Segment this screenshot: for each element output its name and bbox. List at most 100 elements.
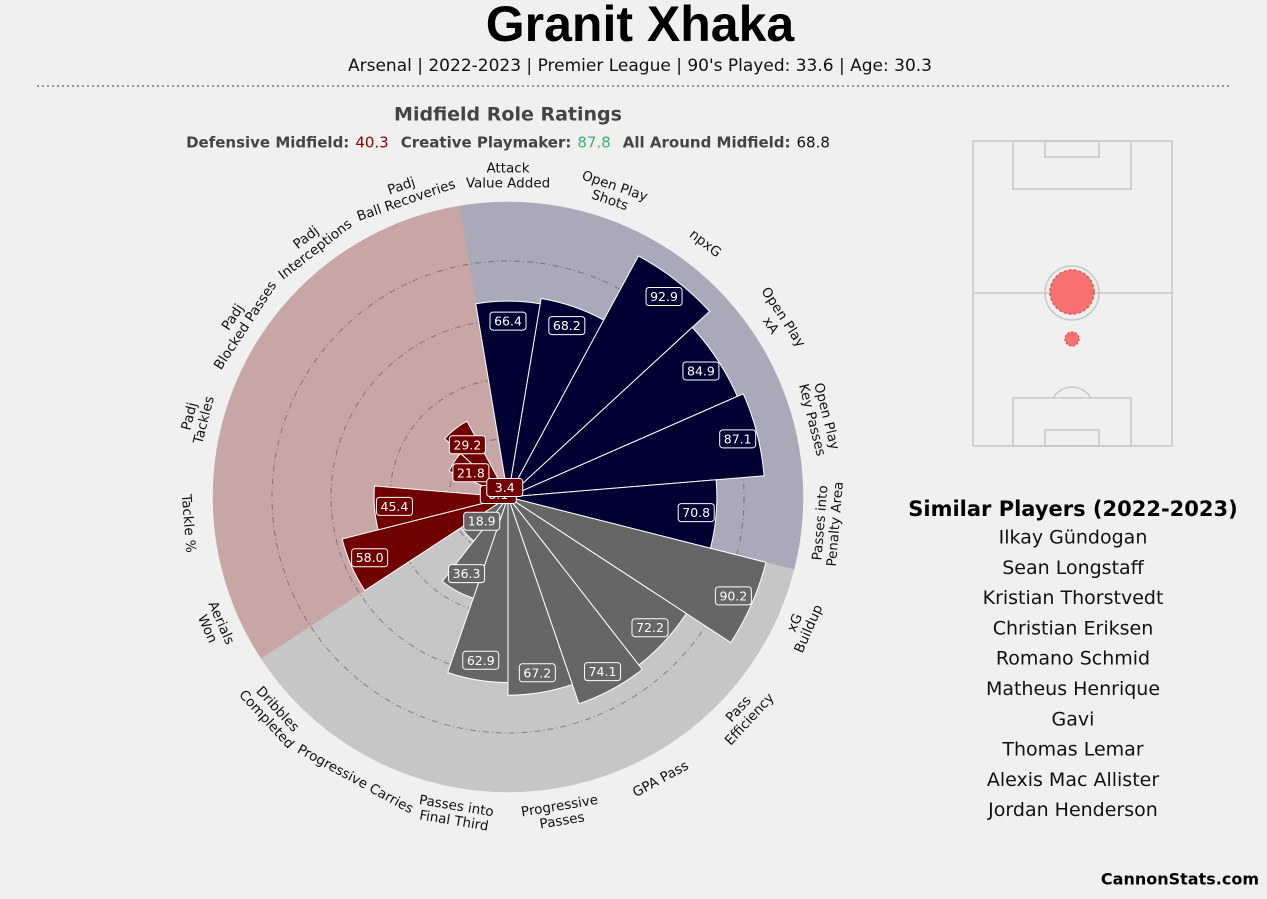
player-name: Alexis Mac Allister [987,769,1159,791]
wedge [447,496,509,684]
category-label-line: Tackle % [178,493,199,554]
value-label-box [631,618,669,638]
value-label: 21.8 [452,463,490,483]
chart-title: Midfield Role Ratings [394,104,622,126]
value-label-text: 90.2 [719,588,747,603]
footer: CannonStats.com [1101,870,1259,889]
category-label-line: Penalty Area [824,481,847,567]
category-label-line: xG [784,611,806,634]
value-label-text: 72.2 [636,620,664,635]
title: Granit Xhaka [486,0,796,52]
value-label-text: 58.0 [356,550,384,565]
wedge [507,393,765,498]
wedge [507,496,767,644]
category-label-line: npxG [686,226,724,260]
value-label-text: 74.1 [589,664,617,679]
wedge [507,496,574,696]
similar-players: Ilkay Gündogan Sean Longstaff Kristian Tho… [983,527,1164,822]
value-label: 68.2 [548,316,586,336]
value-label-text: 29.2 [453,437,481,452]
value-label: 3.4 [486,478,524,498]
player-name: Matheus Henrique [986,678,1160,700]
role-value: 87.8 [577,134,610,152]
category-label: npxG [686,226,724,260]
penalty-arc [1052,386,1092,399]
similar-title: Similar Players (2022-2023) [908,497,1237,521]
category-label: Attack Value Added [466,161,550,192]
value-label-box [677,503,715,523]
subtitle: Arsenal | 2022-2023 | Premier League | 9… [348,56,932,76]
player-name: Ilkay Gündogan [999,527,1148,549]
value-label-box [719,429,757,449]
value-label-box [584,662,622,682]
role-name: All Around Midfield: [623,134,791,152]
value-label: 74.1 [584,662,622,682]
value-label-box [351,548,389,568]
category-label: AerialsWon [191,599,238,653]
value-label-text: 3.4 [495,480,515,495]
category-label: ProgressivePasses [520,792,602,835]
six-yard-box [1044,140,1100,158]
value-label: 58.0 [351,548,389,568]
category-label: Passes intoFinal Third [415,792,494,835]
value-label: 36.3 [448,564,486,584]
role-ratings: Defensive Midfield: 40.3 Creative Playmake… [186,134,830,152]
value-label-text: 18.9 [468,514,496,529]
value-label-text: 45.4 [381,499,409,514]
player-name: Gavi [1052,708,1095,730]
value-label: 72.2 [631,618,669,638]
value-label-box [463,511,501,531]
wedge [507,496,643,705]
pizza: 66.4 68.2 92.9 84.9 87.1 70.8 90.2 72.2 74.1 67.2… [176,161,847,835]
value-label: 45.4 [375,496,413,516]
role-value: 40.3 [355,134,388,152]
value-label-text: 92.9 [650,289,678,304]
role-value: 68.8 [797,134,830,152]
center-circle [1044,265,1100,321]
role-name: Creative Playmaker: [401,134,572,152]
value-label-box [518,663,556,683]
value-label-box [548,316,586,336]
value-label-box [448,435,486,455]
value-label-box [448,564,486,584]
penalty-box [1012,397,1132,447]
value-label-box [714,586,752,606]
value-label: 18.9 [463,511,501,531]
player-name: Christian Eriksen [993,617,1153,639]
value-label-text: 70.8 [682,505,710,520]
value-label-box [375,496,413,516]
value-label: 66.4 [489,311,527,331]
player-name: Kristian Thorstvedt [983,587,1164,609]
value-label-box [645,287,683,307]
role-name: Defensive Midfield: [186,134,349,152]
value-label-text: 87.1 [724,431,752,446]
value-label-box [462,650,500,670]
category-label-line: Value Added [466,176,550,192]
value-label: 84.9 [682,361,720,381]
category-label: Tackle % [178,493,199,554]
category-label: Open PlayKey Passes [795,379,843,458]
value-label: 92.9 [645,287,683,307]
value-label-text: 66.4 [494,314,522,329]
category-label: xGBuildup [778,596,827,655]
category-label-line: Passes into [809,485,831,561]
value-label-text: 36.3 [453,566,481,581]
pitch [972,140,1173,447]
category-label-line: Passes [538,809,585,832]
category-label: Open PlayShots [575,168,650,220]
category-label-line: Padj [178,401,200,432]
player-name: Romano Schmid [996,648,1150,670]
category-label: PadjTackles [176,391,218,447]
category-label-line: Open Play [758,284,809,350]
value-label: 67.2 [518,663,556,683]
value-label-text: 84.9 [687,363,715,378]
six-yard-box [1044,429,1100,447]
player-name: Thomas Lemar [1001,739,1143,761]
background-wedge [367,205,509,498]
value-label: 90.2 [714,586,752,606]
category-label-line: Attack [486,161,529,177]
player-name: Sean Longstaff [1002,557,1144,579]
penalty-box [1012,140,1132,190]
value-label: 70.8 [677,503,715,523]
